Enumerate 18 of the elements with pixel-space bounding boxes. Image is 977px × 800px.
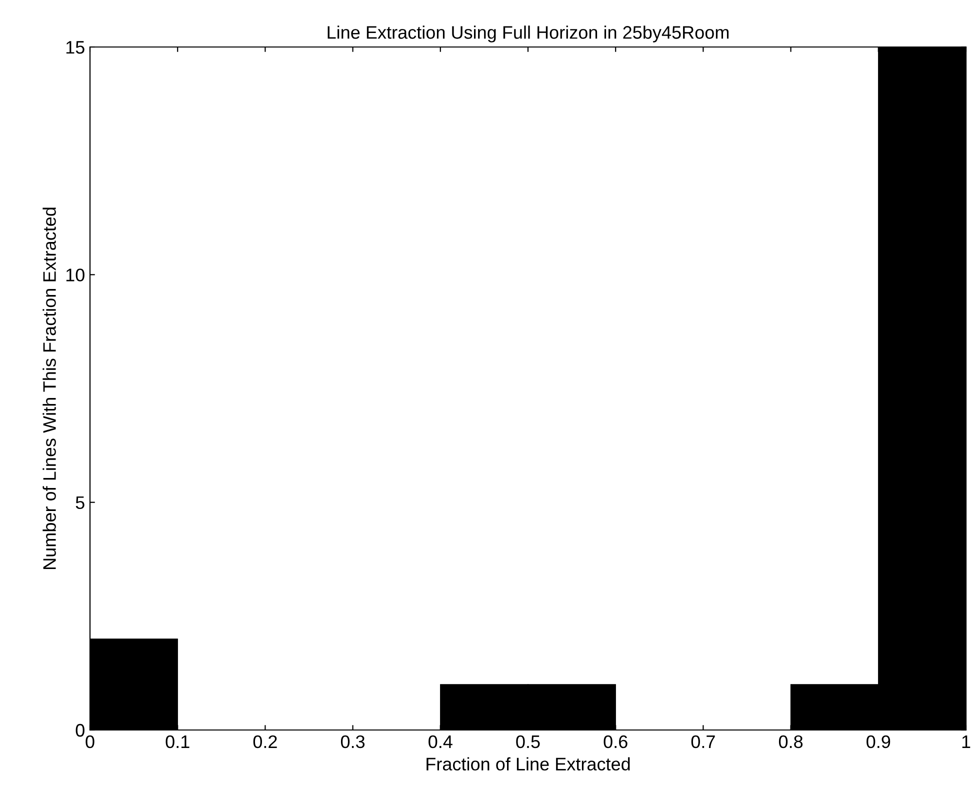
y-tick-label: 0 [76, 724, 84, 737]
y-axis-title: Number of Lines With This Fraction Extracted [42, 208, 56, 569]
x-tick-label: 0.8 [778, 735, 803, 748]
y-tick-label: 5 [76, 496, 84, 510]
x-tick-label: 0 [86, 735, 94, 748]
x-tick-label: 0.5 [516, 735, 540, 748]
y-tick-label: 15 [66, 41, 84, 54]
x-axis-title: Fraction of Line Extracted [426, 757, 630, 771]
x-tick-label: 0.3 [340, 735, 365, 748]
y-tick-label: 10 [66, 268, 84, 282]
x-tick-label: 0.4 [428, 735, 452, 748]
x-tick-label: 0.6 [604, 735, 628, 748]
chart-title: Line Extraction Using Full Horizon in 25by45Room [328, 26, 729, 42]
x-tick-label: 0.1 [166, 735, 190, 748]
x-tick-label: 0.7 [691, 735, 715, 748]
x-tick-label: 0.2 [253, 735, 277, 748]
x-tick-label: 1 [962, 736, 970, 748]
x-tick-label: 0.9 [866, 735, 890, 748]
